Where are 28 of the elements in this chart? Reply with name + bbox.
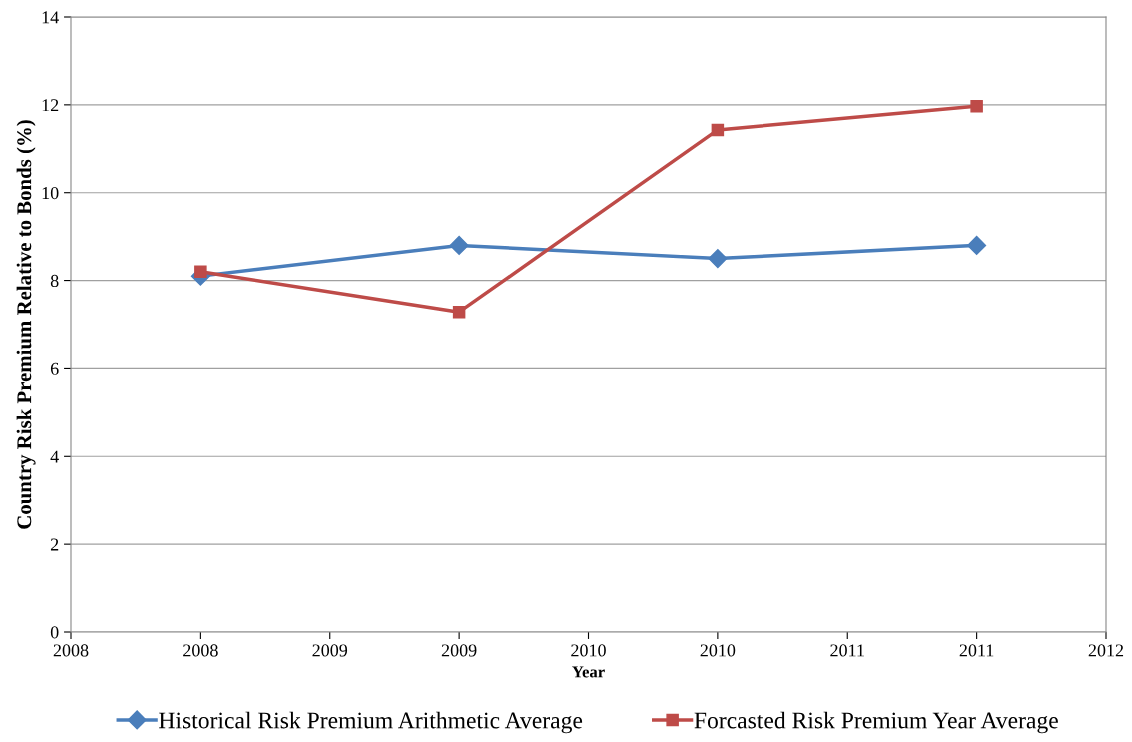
legend-label: Historical Risk Premium Arithmetic Average (159, 711, 583, 734)
point (708, 249, 728, 269)
point (970, 99, 983, 113)
x-tick-label: 2009 (441, 644, 477, 657)
x-axis-title: Year (572, 666, 605, 678)
y-tick-label: 14 (42, 11, 59, 24)
point (452, 305, 466, 319)
x-tick-label: 2011 (830, 644, 864, 657)
x-tick-label: 2010 (571, 644, 606, 657)
y-tick-label: 6 (50, 362, 59, 375)
point (711, 123, 725, 137)
x-tick-label: 2011 (959, 644, 994, 657)
x-tick-label: 2009 (312, 644, 348, 657)
x-tick-label: 2010 (700, 644, 736, 657)
legend-label: Forcasted Risk Premium Year Average (694, 711, 1058, 734)
x-tick-label: 2008 (183, 644, 218, 657)
y-axis-title: Country Risk Premium Relative to Bonds (%) (16, 120, 36, 529)
x-tick-label: 2008 (53, 644, 89, 657)
y-tick-label: 8 (50, 274, 59, 288)
point (967, 235, 987, 255)
y-tick-label: 2 (50, 538, 59, 551)
y-tick-label: 4 (50, 450, 59, 463)
x-tick-label: 2012 (1088, 644, 1124, 657)
point (194, 265, 207, 279)
y-tick-label: 12 (42, 99, 59, 112)
y-tick-label: 10 (42, 186, 59, 200)
y-tick-label: 0 (50, 626, 59, 639)
point (449, 235, 469, 255)
